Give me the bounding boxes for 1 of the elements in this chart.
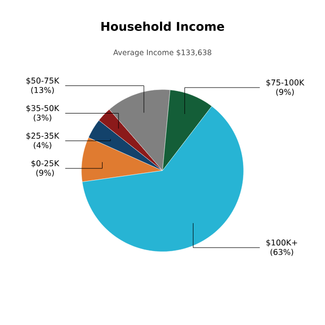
chart-title: Household Income xyxy=(101,22,224,31)
